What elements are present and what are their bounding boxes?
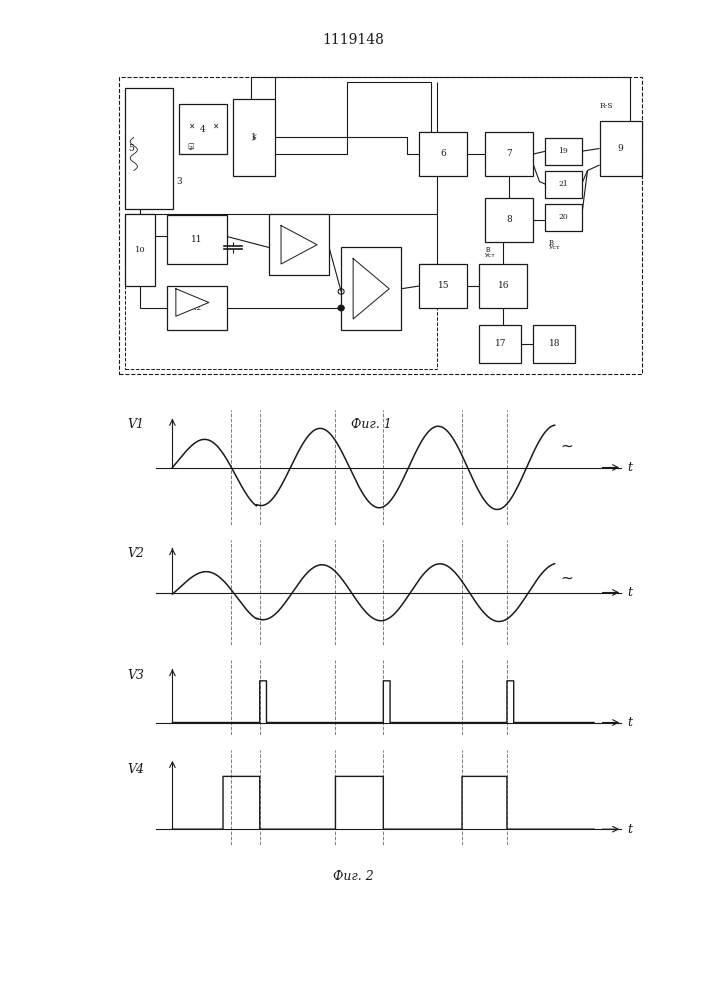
Text: Фиг. 1: Фиг. 1 (351, 418, 392, 431)
Text: 4: 4 (200, 125, 206, 134)
Text: V1: V1 (127, 418, 144, 431)
Text: ✕: ✕ (187, 122, 194, 131)
Text: Фиг. 2: Фиг. 2 (333, 870, 374, 883)
Bar (600, 121, 642, 176)
Text: V3: V3 (127, 669, 144, 682)
Text: 20: 20 (559, 213, 568, 221)
Bar (167, 215, 227, 264)
Bar (546, 137, 581, 165)
Bar (419, 264, 467, 308)
Text: В: В (549, 239, 554, 247)
Polygon shape (353, 258, 389, 319)
Text: Уст: Уст (485, 253, 496, 258)
Bar (125, 215, 437, 368)
Text: □: □ (187, 143, 194, 149)
Bar (341, 247, 401, 330)
Text: 14: 14 (367, 285, 375, 293)
Text: ~: ~ (561, 571, 573, 586)
Text: 6: 6 (440, 149, 446, 158)
Text: ~: ~ (561, 439, 573, 454)
Bar (419, 132, 467, 176)
Bar (233, 99, 275, 176)
Text: V4: V4 (127, 763, 144, 776)
Text: t: t (628, 823, 633, 836)
Text: 11: 11 (191, 235, 203, 244)
Bar (119, 77, 641, 374)
Text: 15: 15 (438, 282, 449, 290)
Text: 13: 13 (295, 241, 303, 249)
Polygon shape (281, 226, 317, 264)
Text: t: t (628, 586, 633, 599)
Text: 3: 3 (176, 177, 182, 186)
Bar (546, 170, 581, 198)
Text: ✕: ✕ (211, 122, 218, 131)
Text: 10: 10 (134, 246, 145, 254)
Bar (485, 132, 533, 176)
Circle shape (338, 305, 344, 311)
Text: 17: 17 (495, 339, 506, 348)
Text: 7: 7 (506, 149, 513, 158)
Bar (167, 286, 227, 330)
Bar (479, 264, 527, 308)
Bar (125, 215, 155, 286)
Bar (125, 88, 173, 209)
Bar (485, 198, 533, 242)
Text: 18: 18 (549, 339, 560, 348)
Text: Уст: Уст (549, 245, 560, 250)
Text: 8: 8 (506, 216, 513, 225)
Text: 1119148: 1119148 (322, 33, 385, 47)
Text: 19: 19 (559, 147, 568, 155)
Bar (269, 215, 329, 275)
Bar (546, 204, 581, 231)
Bar (533, 324, 575, 363)
Text: ⚡: ⚡ (250, 132, 257, 142)
Text: В: В (485, 247, 490, 253)
Text: t: t (628, 461, 633, 474)
Text: V2: V2 (127, 547, 144, 560)
Text: 1: 1 (251, 133, 257, 142)
Bar (179, 104, 227, 154)
Text: t: t (628, 716, 633, 729)
Text: 9: 9 (618, 144, 624, 153)
Text: 5: 5 (128, 144, 134, 153)
Bar (479, 324, 521, 363)
Text: 16: 16 (498, 282, 509, 290)
Text: 2: 2 (189, 146, 193, 151)
Text: 21: 21 (559, 180, 568, 188)
Text: R-S: R-S (600, 102, 613, 110)
Polygon shape (176, 289, 209, 316)
Text: 12: 12 (192, 304, 201, 312)
